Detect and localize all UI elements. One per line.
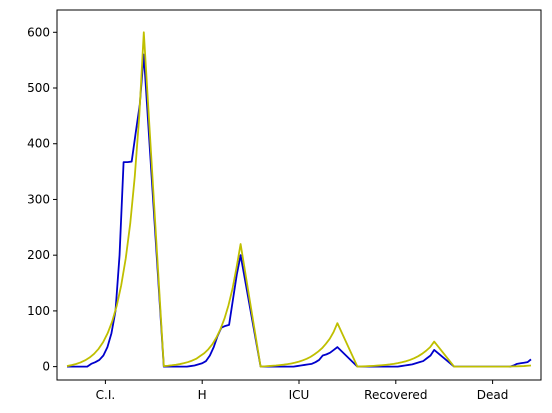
y-tick-label: 0 bbox=[42, 360, 50, 374]
y-tick-label: 400 bbox=[27, 137, 50, 151]
y-tick-label: 600 bbox=[27, 25, 50, 39]
x-tick-label: Dead bbox=[477, 388, 509, 402]
y-tick-label: 200 bbox=[27, 248, 50, 262]
x-tick-label: Recovered bbox=[364, 388, 427, 402]
series-line-2 bbox=[66, 31, 532, 368]
x-tick-label: ICU bbox=[289, 388, 310, 402]
x-tick-label: C.I. bbox=[96, 388, 116, 402]
y-tick-label: 100 bbox=[27, 304, 50, 318]
series-line-1 bbox=[67, 53, 532, 368]
x-tick-label: H bbox=[198, 388, 207, 402]
y-axis: 0 100 200 300 400 500 600 bbox=[27, 25, 57, 374]
axes-frame bbox=[56, 9, 542, 381]
plot-area bbox=[66, 31, 532, 368]
y-tick-label: 300 bbox=[27, 192, 50, 206]
y-tick-label: 500 bbox=[27, 81, 50, 95]
x-axis: C.I. H ICU Recovered Dead bbox=[96, 380, 509, 402]
